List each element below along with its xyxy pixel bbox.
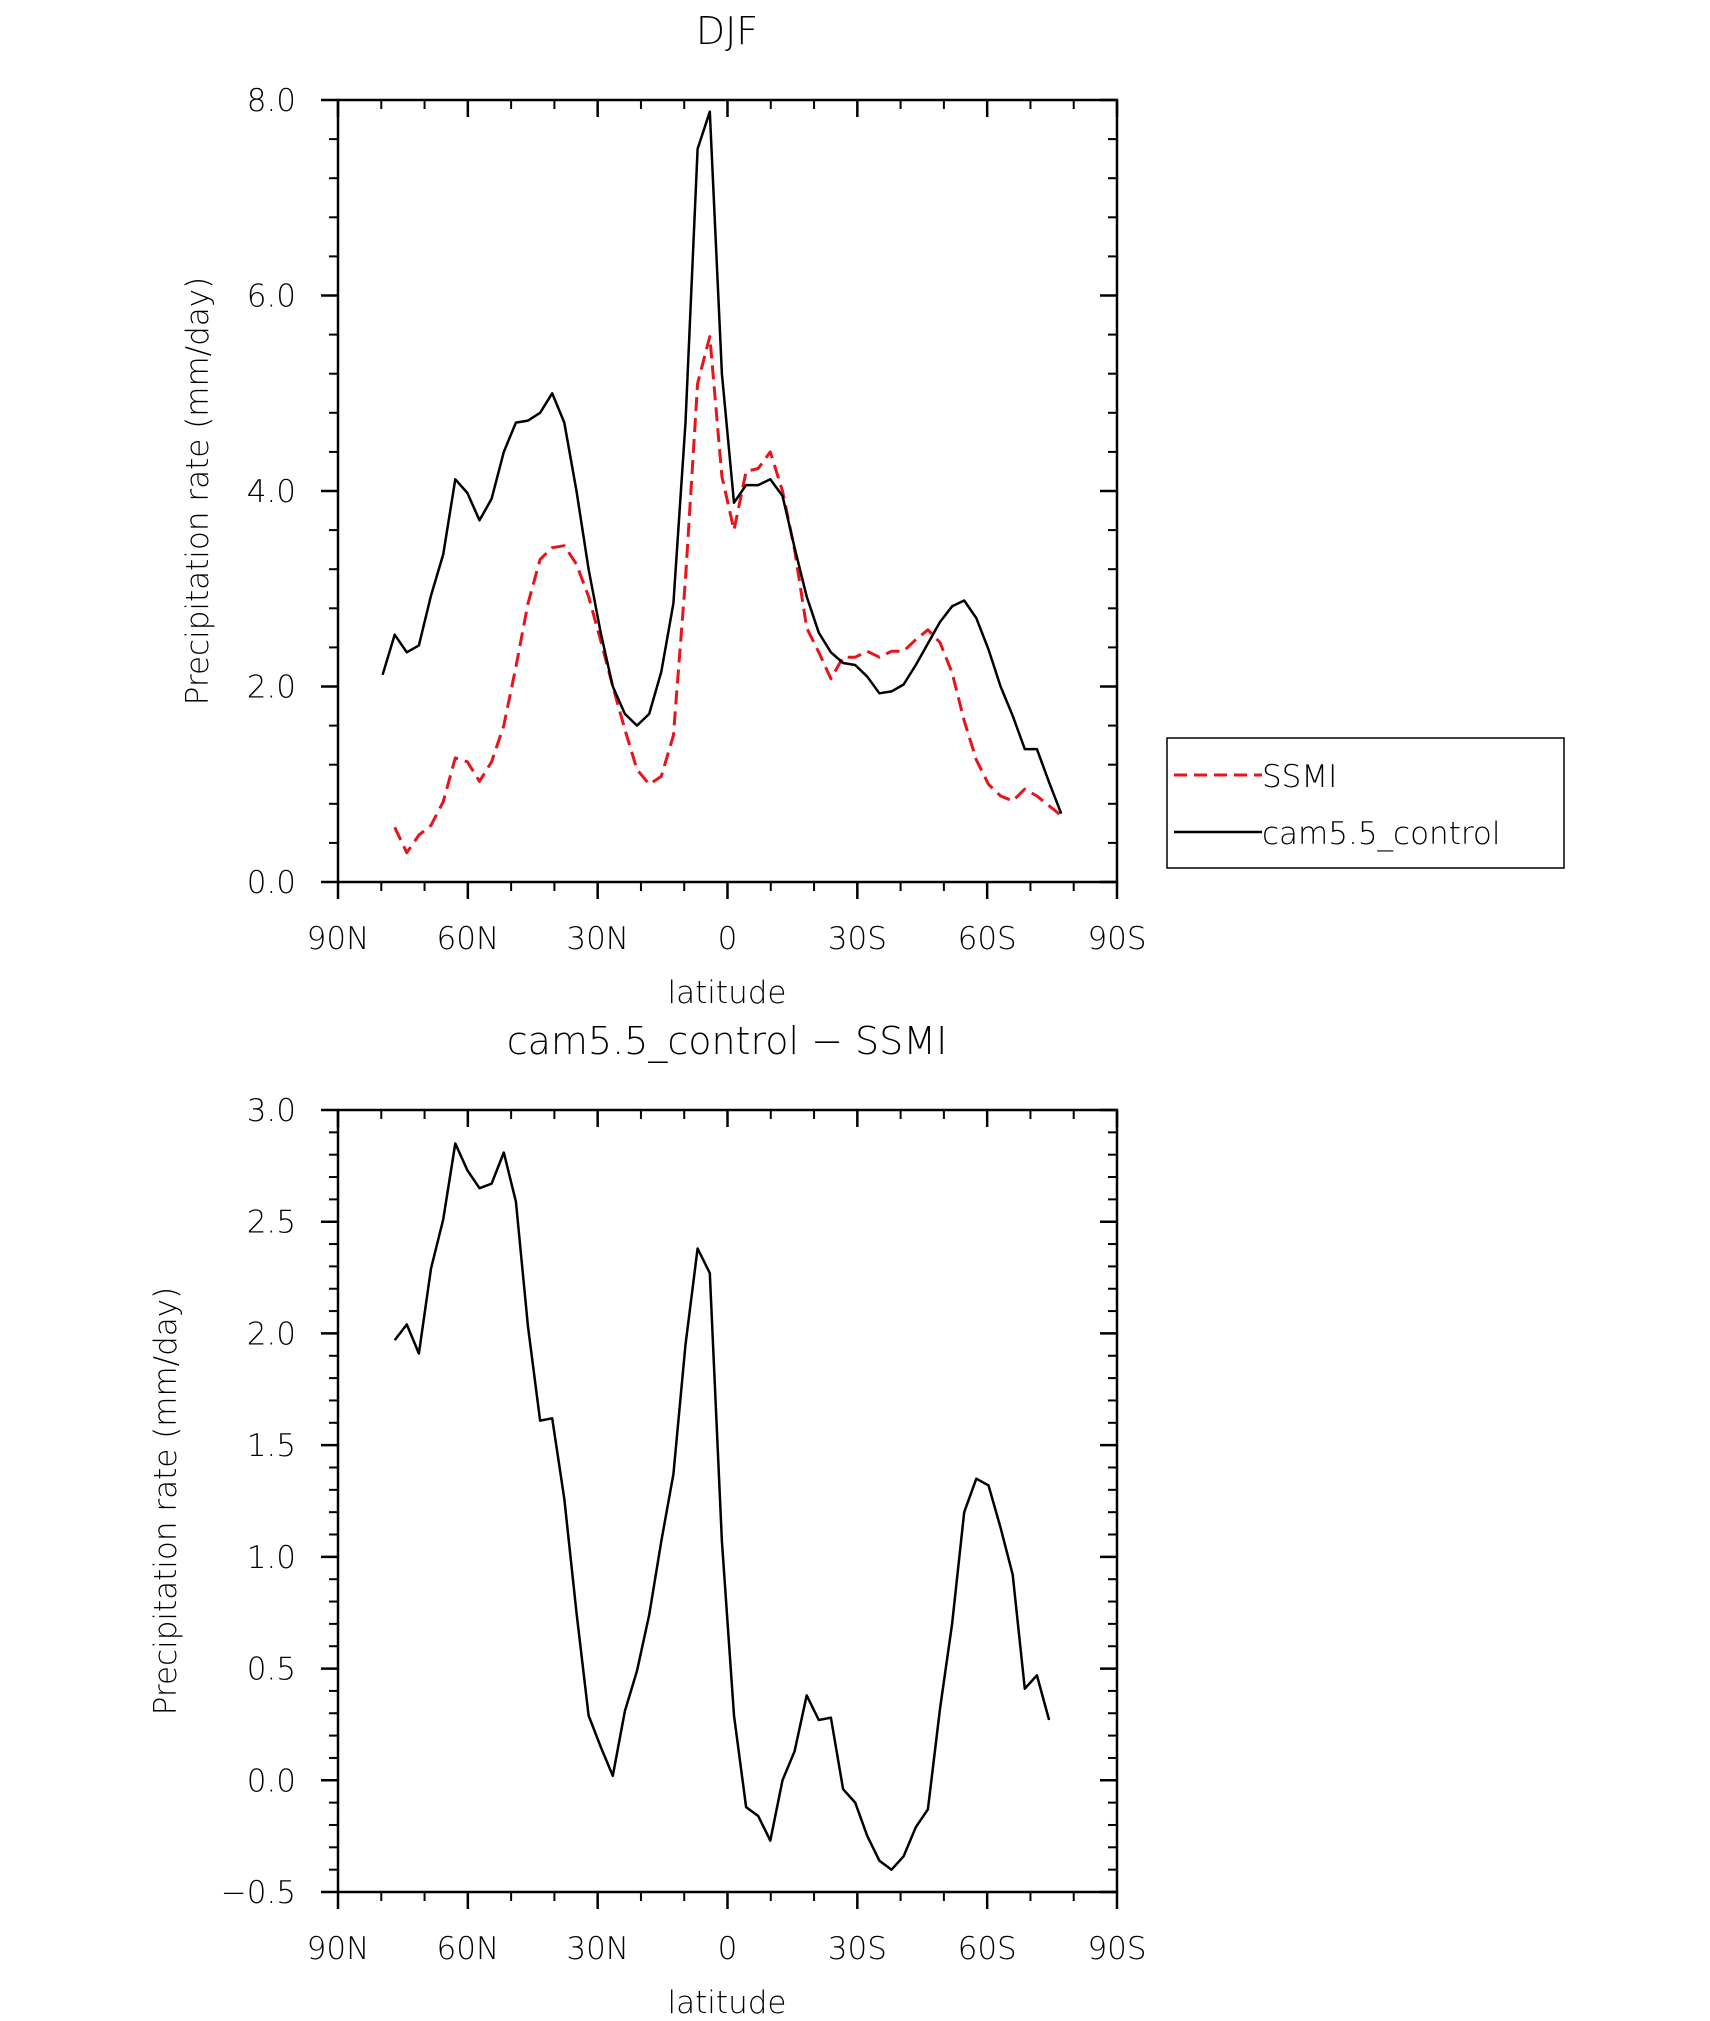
top-y-tick-label: 6.0	[247, 279, 296, 315]
top-x-tick-label: 90N	[307, 921, 370, 957]
bottom-chart-title: cam5.5_control − SSMI	[507, 1019, 948, 1064]
top-x-tick-label: 30N	[566, 921, 629, 957]
bottom-series-lines	[393, 1142, 1051, 1871]
top-series-line-ssmi	[393, 335, 1063, 855]
top-plot-frame	[336, 98, 1119, 884]
bottom-chart: cam5.5_control − SSMI 90N 60N 30N 0 30S 60S 90…	[148, 1019, 1147, 2021]
top-chart-title: DJF	[696, 9, 758, 53]
bottom-x-tick-label: 30S	[828, 1931, 887, 1967]
bottom-x-tick-label: 60S	[958, 1931, 1017, 1967]
legend-label-cam55: cam5.5_control	[1262, 816, 1501, 852]
bottom-y-tick-label: 1.0	[247, 1540, 296, 1576]
legend-box	[1166, 737, 1565, 869]
bottom-x-tick-label: 90S	[1087, 1931, 1146, 1967]
bottom-axis-ticks	[321, 1108, 1119, 1909]
top-y-tick-label: 4.0	[247, 474, 296, 510]
top-y-axis-label: Precipitation rate (mm/day)	[180, 277, 216, 706]
bottom-tick-labels: 90N 60N 30N 0 30S 60S 90S −0.5 0.0 0.5 1.0 1.5 2.0 2.…	[221, 1093, 1147, 1967]
top-x-tick-label: 60S	[958, 921, 1017, 957]
bottom-x-tick-label: 0	[718, 1931, 738, 1967]
top-x-axis-label: latitude	[668, 975, 787, 1011]
bottom-y-tick-label: 1.5	[247, 1428, 296, 1464]
top-y-tick-label: 0.0	[247, 865, 296, 901]
top-series-lines	[381, 110, 1063, 855]
top-series-line-cam5-5-control	[381, 110, 1063, 815]
bottom-y-tick-label: 2.5	[247, 1205, 296, 1241]
bottom-x-axis-label: latitude	[668, 1985, 787, 2021]
bottom-y-axis-label: Precipitation rate (mm/day)	[148, 1287, 184, 1716]
bottom-y-tick-label: 2.0	[247, 1316, 296, 1352]
bottom-y-tick-label: 3.0	[247, 1093, 296, 1129]
top-axis-ticks	[321, 98, 1119, 899]
bottom-y-tick-label: 0.5	[247, 1652, 296, 1688]
top-tick-labels: 90N 60N 30N 0 30S 60S 90S 0.0 2.0 4.0 6.0 8.0	[247, 83, 1147, 957]
bottom-y-tick-label: 0.0	[247, 1763, 296, 1799]
bottom-x-tick-label: 60N	[437, 1931, 500, 1967]
top-chart: DJF 90N 60N 30N 0 30S 60S 90S 0.0 2.0 4.0 6.0 8.0 l…	[180, 9, 1565, 1011]
bottom-series-line-0	[393, 1142, 1051, 1871]
top-y-tick-label: 2.0	[247, 670, 296, 706]
top-x-tick-label: 0	[718, 921, 738, 957]
bottom-x-tick-label: 30N	[566, 1931, 629, 1967]
bottom-x-tick-label: 90N	[307, 1931, 370, 1967]
bottom-y-tick-label: −0.5	[221, 1875, 296, 1911]
legend-label-ssmi: SSMI	[1262, 759, 1337, 795]
legend: SSMI cam5.5_control	[1166, 737, 1565, 869]
bottom-plot-frame	[336, 1108, 1119, 1894]
top-x-tick-label: 90S	[1087, 921, 1146, 957]
top-y-tick-label: 8.0	[247, 83, 296, 119]
top-x-tick-label: 60N	[437, 921, 500, 957]
top-x-tick-label: 30S	[828, 921, 887, 957]
